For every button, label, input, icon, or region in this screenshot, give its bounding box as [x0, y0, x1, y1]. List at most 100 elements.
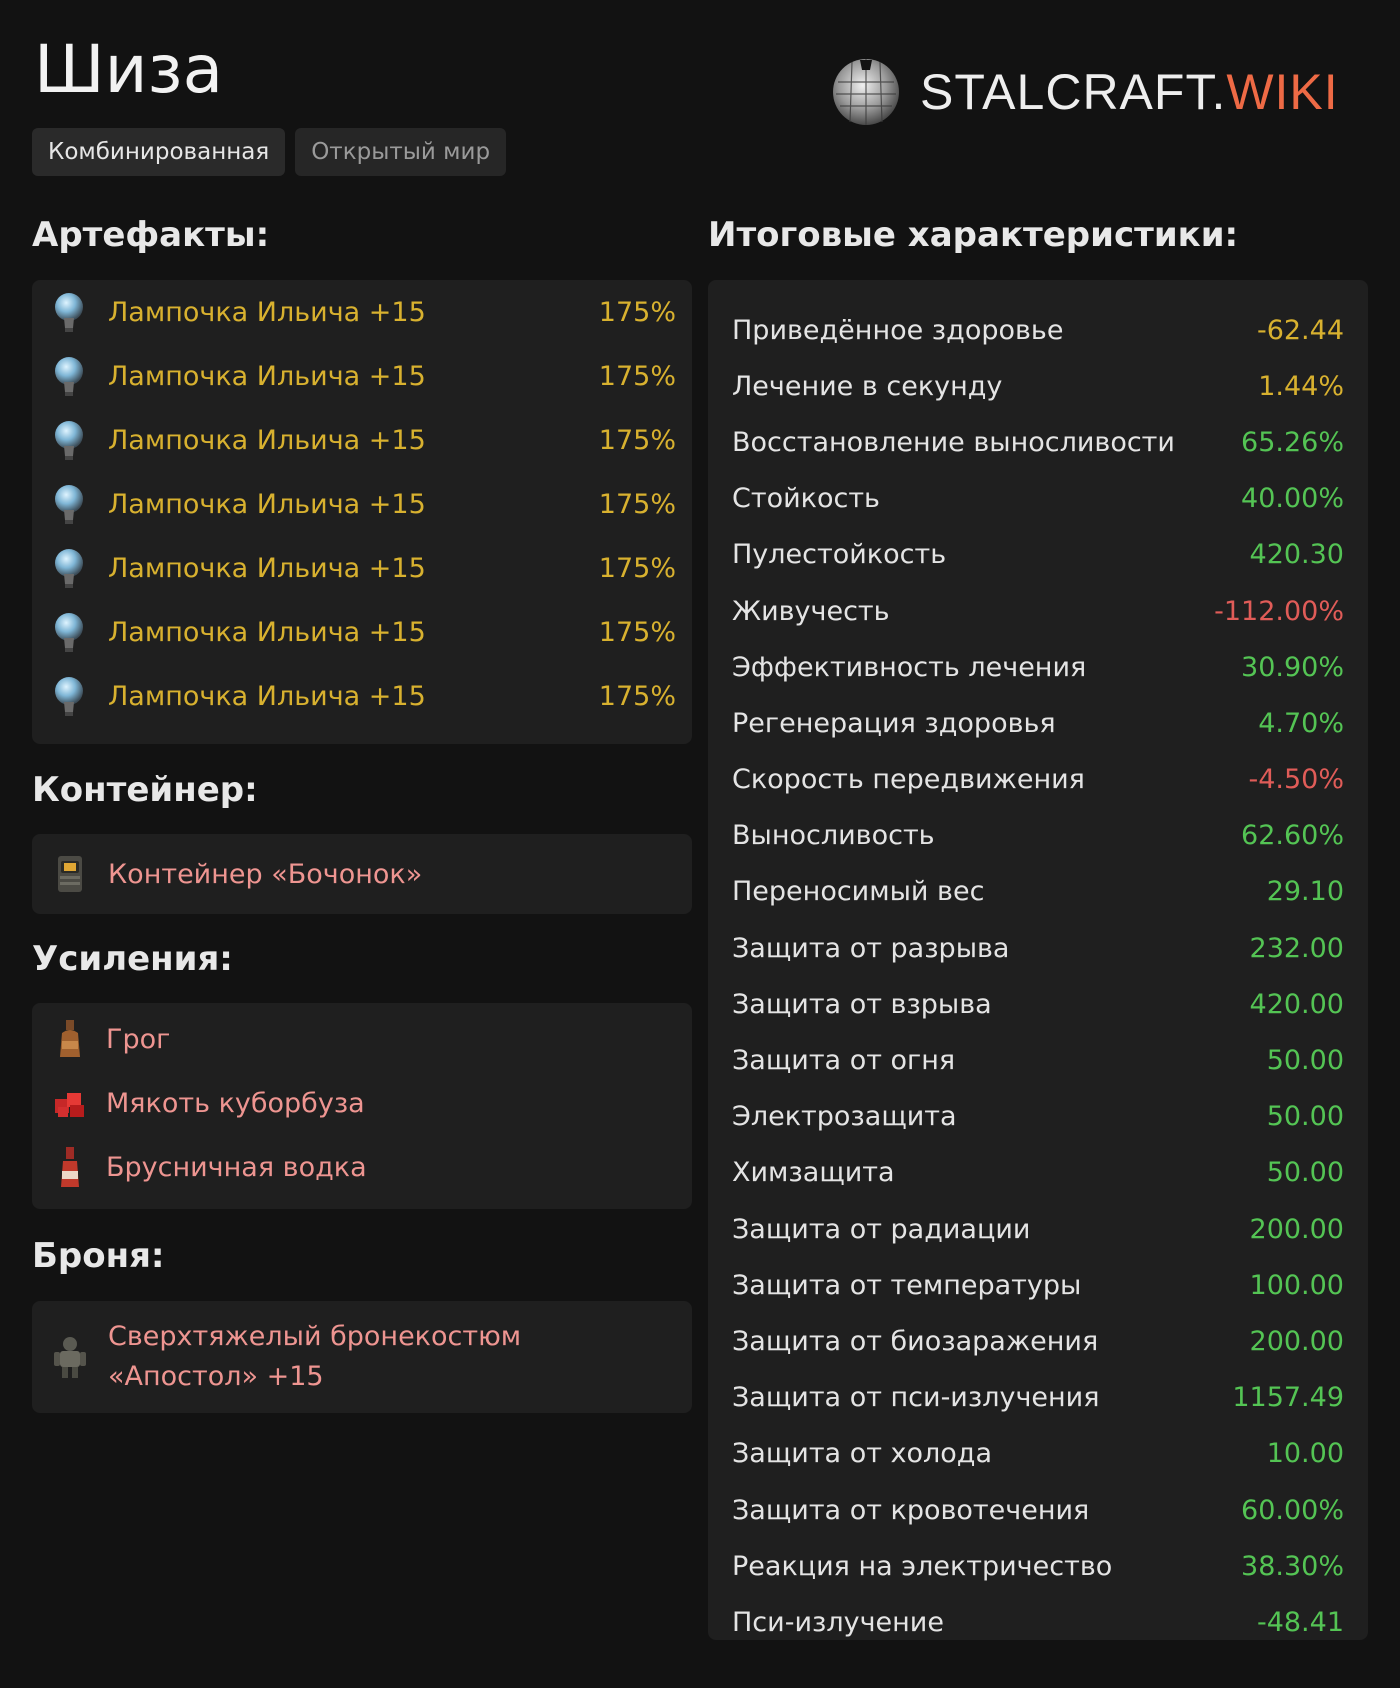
melon-cubes-icon — [55, 1093, 84, 1117]
stat-label: Защита от биозаражения — [732, 1325, 1099, 1357]
stat-label: Защита от кровотечения — [732, 1494, 1090, 1526]
stat-row: Лечение в секунду 1.44% — [732, 358, 1344, 414]
artifact-percent: 175% — [598, 488, 676, 520]
stat-value: 232.00 — [1249, 932, 1344, 964]
stat-row: Защита от взрыва 420.00 — [732, 976, 1344, 1032]
stat-value: 40.00% — [1241, 483, 1344, 515]
artifact-name: Лампочка Ильича +15 — [108, 680, 426, 712]
armor-name: Сверхтяжелый бронекостюм «Апостол» +15 — [108, 1317, 521, 1397]
stats-panel: Приведённое здоровье -62.44 Лечение в секу… — [708, 280, 1368, 1640]
tab-combined[interactable]: Комбинированная — [32, 128, 286, 176]
stat-label: Пулестойкость — [732, 539, 947, 571]
stat-value: 420.30 — [1249, 539, 1344, 571]
container-icon — [58, 856, 82, 892]
artifact-item[interactable]: Лампочка Ильича +15 175% — [32, 536, 692, 600]
boost-item[interactable]: Грог — [32, 1007, 692, 1071]
stat-row: Защита от огня 50.00 — [732, 1032, 1344, 1088]
stat-value: 29.10 — [1266, 876, 1344, 908]
stat-row: Скорость передвижения -4.50% — [732, 752, 1344, 808]
stat-row: Защита от биозаражения 200.00 — [732, 1313, 1344, 1369]
stat-row: Защита от разрыва 232.00 — [732, 920, 1344, 976]
stat-label: Защита от разрыва — [732, 932, 1010, 964]
boosts-panel: Грог Мякоть куборбуза Брусничная водка — [32, 1003, 692, 1209]
stat-label: Приведённое здоровье — [732, 314, 1064, 346]
artifact-item[interactable]: Лампочка Ильича +15 175% — [32, 664, 692, 728]
bottle-icon — [60, 1020, 80, 1057]
puzzle-globe-icon — [833, 59, 899, 125]
stat-value: 50.00 — [1266, 1157, 1344, 1189]
stats-heading: Итоговые характеристики: — [708, 215, 1239, 255]
stat-value: 200.00 — [1249, 1325, 1344, 1357]
stat-row: Защита от пси-излучения 1157.49 — [732, 1370, 1344, 1426]
boost-name: Брусничная водка — [106, 1151, 367, 1183]
stat-value: -112.00% — [1214, 595, 1344, 627]
stat-label: Защита от взрыва — [732, 988, 992, 1020]
stat-row: Защита от температуры 100.00 — [732, 1257, 1344, 1313]
artifact-item[interactable]: Лампочка Ильича +15 175% — [32, 472, 692, 536]
stat-label: Скорость передвижения — [732, 764, 1085, 796]
stat-value: 65.26% — [1241, 426, 1344, 458]
stat-label: Электрозащита — [732, 1101, 957, 1133]
boost-name: Мякоть куборбуза — [106, 1087, 365, 1119]
stat-value: 100.00 — [1249, 1269, 1344, 1301]
stat-value: 200.00 — [1249, 1213, 1344, 1245]
stat-value: 60.00% — [1241, 1494, 1344, 1526]
stat-row: Защита от кровотечения 60.00% — [732, 1482, 1344, 1538]
stat-value: 50.00 — [1266, 1101, 1344, 1133]
stat-row: Переносимый вес 29.10 — [732, 864, 1344, 920]
container-heading: Контейнер: — [32, 770, 258, 810]
stat-value: 10.00 — [1266, 1438, 1344, 1470]
stat-value: 1.44% — [1258, 370, 1344, 402]
stat-value: -62.44 — [1256, 314, 1344, 346]
stat-value: 50.00 — [1266, 1045, 1344, 1077]
stat-label: Эффективность лечения — [732, 651, 1087, 683]
artifact-item[interactable]: Лампочка Ильича +15 175% — [32, 344, 692, 408]
stat-value: 38.30% — [1241, 1550, 1344, 1582]
artifacts-heading: Артефакты: — [32, 215, 270, 255]
container-item[interactable]: Контейнер «Бочонок» — [32, 834, 692, 914]
glowing-orb-artifact-icon — [55, 421, 83, 460]
stat-value: 420.00 — [1249, 988, 1344, 1020]
artifact-percent: 175% — [598, 360, 676, 392]
armor-suit-icon — [54, 1337, 86, 1378]
artifact-name: Лампочка Ильича +15 — [108, 424, 426, 456]
boost-item[interactable]: Мякоть куборбуза — [32, 1071, 692, 1135]
boosts-heading: Усиления: — [32, 939, 233, 979]
stat-row: Приведённое здоровье -62.44 — [732, 302, 1344, 358]
armor-item[interactable]: Сверхтяжелый бронекостюм «Апостол» +15 — [32, 1301, 692, 1413]
artifact-percent: 175% — [598, 616, 676, 648]
stat-label: Защита от огня — [732, 1045, 956, 1077]
armor-heading: Броня: — [32, 1236, 165, 1276]
stat-row: Эффективность лечения 30.90% — [732, 639, 1344, 695]
vodka-bottle-icon — [61, 1147, 79, 1187]
left-column: Артефакты: Лампочка Ильича +15 175% Лампоч… — [32, 205, 692, 1413]
mode-tabs: Комбинированная Открытый мир — [32, 128, 507, 176]
stat-label: Защита от радиации — [732, 1213, 1031, 1245]
stat-value: 1157.49 — [1232, 1382, 1344, 1414]
glowing-orb-artifact-icon — [55, 613, 83, 652]
brand-logo-link[interactable]: STALCRAFT.WIKI — [830, 52, 1339, 132]
stat-label: Защита от температуры — [732, 1269, 1082, 1301]
artifact-name: Лампочка Ильича +15 — [108, 552, 426, 584]
stat-row: Живучесть -112.00% — [732, 583, 1344, 639]
artifact-percent: 175% — [598, 552, 676, 584]
stat-label: Выносливость — [732, 820, 935, 852]
glowing-orb-artifact-icon — [55, 549, 83, 588]
stat-label: Регенерация здоровья — [732, 707, 1056, 739]
stat-label: Живучесть — [732, 595, 890, 627]
right-column: Итоговые характеристики: Приведённое здо… — [708, 205, 1368, 1640]
stat-row: Химзащита 50.00 — [732, 1145, 1344, 1201]
stat-row: Защита от холода 10.00 — [732, 1426, 1344, 1482]
artifact-item[interactable]: Лампочка Ильича +15 175% — [32, 600, 692, 664]
artifact-name: Лампочка Ильича +15 — [108, 616, 426, 648]
brand-name: STALCRAFT.WIKI — [920, 64, 1339, 120]
artifact-item[interactable]: Лампочка Ильича +15 175% — [32, 280, 692, 344]
stat-row: Выносливость 62.60% — [732, 808, 1344, 864]
boost-item[interactable]: Брусничная водка — [32, 1135, 692, 1199]
tab-open-world[interactable]: Открытый мир — [295, 128, 507, 176]
stat-value: 4.70% — [1258, 707, 1344, 739]
stat-value: -4.50% — [1248, 764, 1344, 796]
glowing-orb-artifact-icon — [55, 485, 83, 524]
artifact-item[interactable]: Лампочка Ильича +15 175% — [32, 408, 692, 472]
stat-label: Восстановление выносливости — [732, 426, 1175, 458]
